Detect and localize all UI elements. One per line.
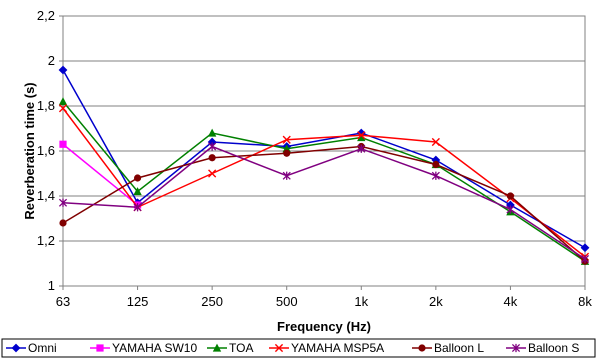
legend-marker: [418, 344, 426, 352]
data-point: [58, 104, 68, 113]
legend-marker: [212, 343, 222, 352]
legend-label: TOA: [229, 341, 253, 355]
legend-marker: [274, 343, 284, 353]
x-axis-title: Frequency (Hz): [277, 319, 371, 334]
legend: Omni YAMAHA SW10 TOA YAMAHA MSP5A Balloon L B…: [6, 341, 579, 355]
series-balloon-s: [58, 142, 590, 264]
legend-marker: [96, 344, 104, 352]
data-point: [59, 219, 67, 227]
legend-label: Balloon L: [434, 341, 484, 355]
grid-lines: [63, 60, 585, 242]
data-point: [208, 142, 217, 151]
legend-item: YAMAHA SW10: [90, 341, 197, 355]
legend-item: Balloon L: [412, 341, 484, 355]
data-point: [207, 128, 217, 137]
x-tick-label: 1k: [354, 294, 368, 309]
series-yamaha-msp5a: [58, 104, 590, 261]
data-point: [580, 254, 590, 264]
y-axis-title: Reverberation time (s): [22, 82, 37, 219]
data-point: [282, 135, 291, 144]
x-tick-label: 2k: [429, 294, 443, 309]
series-line: [62, 101, 586, 262]
x-tick-label: 4k: [504, 294, 518, 309]
data-point: [58, 97, 68, 106]
series-omni: [58, 65, 590, 253]
data-point: [506, 192, 515, 200]
data-point: [580, 243, 590, 253]
y-tick-label: 2,2: [37, 8, 55, 23]
data-point: [133, 187, 142, 196]
legend-item: TOA: [207, 341, 253, 355]
legend-marker: [511, 343, 521, 353]
x-tick-label: 250: [201, 294, 223, 309]
legend-label: YAMAHA SW10: [112, 341, 197, 355]
data-point: [283, 149, 291, 157]
legend-box: [1, 338, 596, 358]
data-point: [59, 140, 67, 148]
legend-item: YAMAHA MSP5A: [269, 341, 384, 355]
legend-label: Balloon S: [528, 341, 579, 355]
data-point: [356, 128, 366, 138]
x-tick-label: 500: [276, 294, 298, 309]
series-layer: [58, 65, 590, 265]
y-axis-ticks: 1 1,2 1,4 1,6 1,8 2 2,2: [37, 8, 63, 293]
series-line: [62, 107, 586, 258]
data-point: [133, 203, 142, 212]
data-point: [357, 144, 366, 153]
y-tick-label: 1,4: [37, 188, 55, 203]
y-tick-label: 1,2: [37, 233, 55, 248]
x-tick-label: 8k: [578, 294, 592, 309]
data-point: [432, 160, 440, 169]
data-point: [357, 131, 366, 140]
data-point: [506, 205, 515, 214]
y-tick-label: 2: [48, 53, 55, 68]
y-tick-label: 1: [48, 278, 55, 293]
data-point: [282, 171, 291, 180]
legend-label: YAMAHA MSP5A: [291, 341, 384, 355]
x-tick-label: 125: [127, 294, 149, 309]
series-line: [62, 69, 586, 249]
data-point: [58, 198, 68, 207]
y-tick-label: 1,6: [37, 143, 55, 158]
data-point: [133, 174, 142, 182]
x-tick-label: 63: [56, 294, 70, 309]
legend-label: Omni: [28, 341, 57, 355]
series-line: [62, 145, 586, 262]
legend-item: Omni: [6, 341, 57, 355]
series-line: [62, 143, 139, 206]
data-point: [208, 169, 217, 178]
data-point: [431, 137, 440, 147]
x-axis-ticks: 63 125 250 500 1k 2k 4k 8k: [56, 286, 592, 309]
data-point: [357, 133, 366, 142]
legend-item: Balloon S: [506, 341, 579, 355]
data-point: [431, 171, 440, 180]
y-tick-label: 1,8: [37, 98, 55, 113]
data-point: [58, 65, 68, 75]
legend-marker: [11, 343, 21, 353]
data-point: [208, 154, 216, 162]
series-line: [62, 145, 586, 260]
